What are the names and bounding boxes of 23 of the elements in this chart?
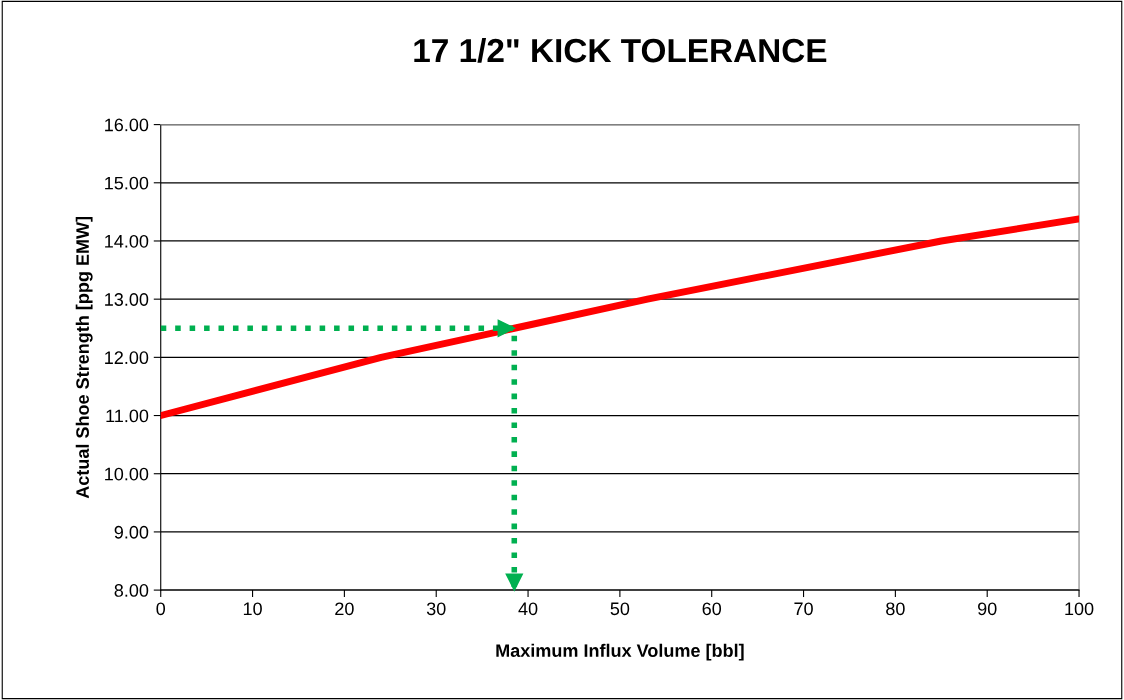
chart-title: 17 1/2" KICK TOLERANCE [414, 37, 827, 63]
x-axis-title: Maximum Influx Volume [bbl] [496, 643, 744, 661]
x-tick-label: 70 [794, 602, 813, 616]
y-tick-label: 13.00 [105, 293, 149, 306]
x-tick-label: 10 [243, 602, 262, 616]
y-axis-title: Actual Shoe Strength [ppg EMW] [75, 216, 93, 499]
y-tick-label: 8.00 [114, 584, 149, 597]
x-tick-label: 60 [702, 602, 722, 616]
x-tick-label: 50 [610, 602, 630, 616]
y-tick-label: 12.00 [105, 351, 149, 365]
x-tick-label: 90 [978, 602, 997, 616]
x-tick-label: 100 [1065, 602, 1094, 616]
x-tick-label: 0 [156, 602, 166, 616]
x-tick-label: 20 [335, 602, 354, 616]
x-tick-label: 80 [886, 602, 905, 616]
x-tick-label: 40 [518, 602, 538, 616]
y-tick-label: 16.00 [105, 118, 149, 132]
y-tick-label: 11.00 [106, 409, 149, 423]
x-tick-label: 30 [426, 602, 446, 616]
y-tick-label: 10.00 [105, 467, 149, 481]
y-tick-label: 14.00 [105, 234, 149, 248]
y-tick-label: 15.00 [105, 176, 149, 190]
y-tick-label: 9.00 [114, 525, 149, 539]
